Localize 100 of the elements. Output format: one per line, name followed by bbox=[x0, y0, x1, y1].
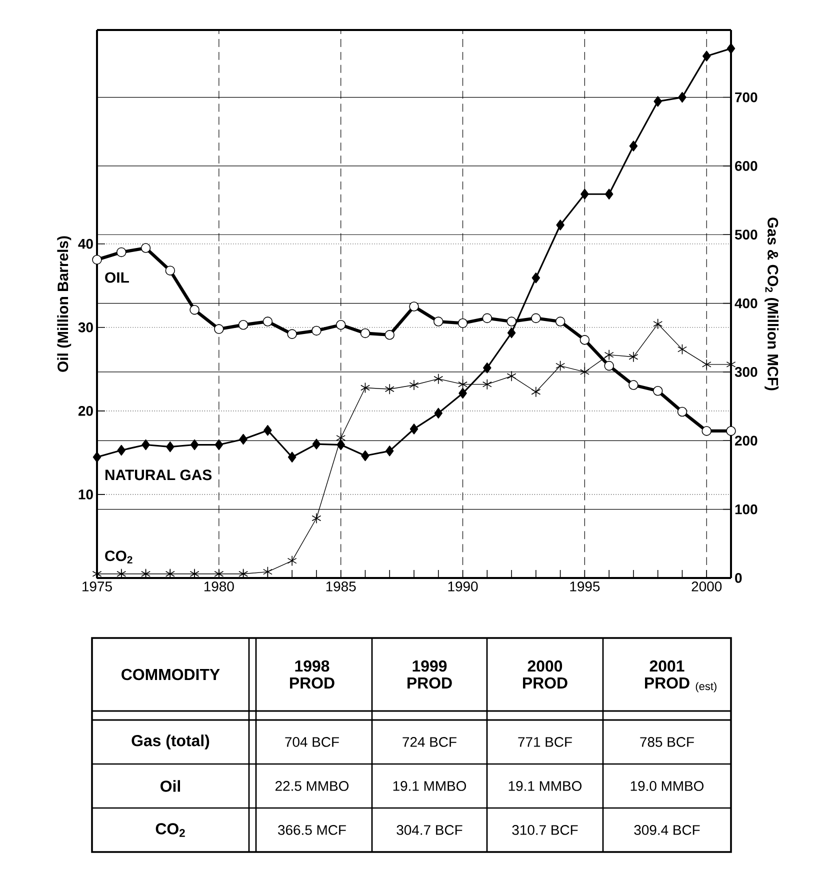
text: 366.5 MCF bbox=[278, 825, 346, 835]
point bbox=[506, 370, 516, 382]
point bbox=[580, 188, 589, 200]
point bbox=[238, 320, 248, 330]
point bbox=[166, 441, 174, 452]
x-tick-label: 1995 bbox=[570, 582, 600, 592]
point bbox=[677, 406, 688, 417]
point bbox=[361, 450, 370, 462]
point bbox=[678, 92, 686, 103]
point bbox=[312, 326, 322, 336]
point bbox=[604, 349, 614, 360]
point bbox=[165, 266, 176, 276]
text: 704 BCF bbox=[285, 737, 339, 747]
point bbox=[531, 313, 541, 324]
point bbox=[556, 360, 566, 372]
text: 1998 PROD bbox=[290, 660, 334, 689]
text: 1999 PROD bbox=[408, 660, 452, 689]
point bbox=[458, 378, 468, 390]
point bbox=[434, 373, 444, 384]
point bbox=[140, 243, 151, 253]
point bbox=[506, 316, 516, 326]
point bbox=[580, 366, 590, 378]
series-label: OIL bbox=[105, 272, 129, 283]
x-tick-label: 1975 bbox=[82, 582, 112, 592]
y-tick-label: 30 bbox=[78, 322, 93, 332]
point bbox=[239, 434, 248, 445]
point bbox=[531, 386, 541, 398]
point bbox=[385, 446, 394, 456]
point bbox=[628, 380, 638, 390]
point bbox=[384, 384, 394, 395]
x-tick-label: 2000 bbox=[692, 582, 722, 592]
point bbox=[214, 439, 224, 450]
point bbox=[482, 378, 492, 390]
text: 19.1 MMBO bbox=[393, 781, 466, 791]
text: 2001 PROD bbox=[645, 660, 690, 689]
point bbox=[702, 426, 712, 436]
point bbox=[336, 439, 345, 450]
point bbox=[726, 43, 736, 54]
point bbox=[262, 316, 273, 326]
text: CO$_{2}$ bbox=[156, 823, 185, 837]
point bbox=[409, 302, 419, 312]
text: Oil bbox=[160, 780, 180, 792]
point bbox=[287, 555, 297, 566]
point bbox=[604, 188, 614, 200]
point bbox=[262, 566, 272, 578]
point bbox=[384, 330, 394, 340]
point bbox=[678, 344, 687, 355]
x-tick-label: 1980 bbox=[204, 582, 234, 592]
text: Gas (total) bbox=[132, 734, 210, 750]
point bbox=[116, 247, 126, 258]
point bbox=[360, 328, 370, 338]
y-tick-label: 10 bbox=[78, 490, 93, 500]
point bbox=[92, 254, 102, 265]
point bbox=[434, 408, 443, 419]
y2-tick-label: 700 bbox=[735, 92, 758, 102]
text: 771 BCF bbox=[518, 737, 572, 747]
point bbox=[702, 50, 711, 62]
point bbox=[629, 140, 638, 152]
point bbox=[312, 438, 321, 450]
text: 19.1 MMBO bbox=[508, 781, 582, 791]
text: 724 BCF bbox=[402, 737, 456, 747]
series-label: CO$_{2}$ bbox=[105, 550, 132, 564]
point bbox=[653, 318, 663, 330]
point bbox=[702, 359, 712, 370]
text: 304.7 BCF bbox=[396, 825, 462, 835]
point bbox=[726, 426, 736, 436]
point bbox=[288, 452, 296, 463]
text: 310.7 BCF bbox=[512, 825, 578, 835]
text: COMMODITY bbox=[122, 668, 220, 680]
point bbox=[190, 304, 200, 315]
y-tick-label: 40 bbox=[78, 238, 93, 249]
point bbox=[532, 272, 540, 284]
y2-tick-label: 100 bbox=[735, 504, 758, 514]
y2-tick-label: 600 bbox=[735, 161, 758, 171]
point bbox=[117, 444, 126, 456]
y2-tick-label: 300 bbox=[734, 367, 758, 377]
point bbox=[434, 316, 444, 326]
point bbox=[628, 351, 638, 362]
point bbox=[580, 335, 590, 345]
point bbox=[312, 512, 322, 524]
x-tick-label: 1990 bbox=[448, 582, 478, 592]
point bbox=[142, 439, 150, 450]
y2-tick-label: 200 bbox=[735, 436, 758, 446]
point bbox=[482, 313, 492, 324]
y2-axis-title: Gas & CO$_{2}$ (Million MCF) bbox=[764, 218, 779, 390]
point bbox=[214, 324, 224, 334]
point bbox=[287, 329, 297, 339]
y2-tick-label: 400 bbox=[734, 298, 758, 308]
y2-tick-label: 0 bbox=[735, 573, 742, 583]
point bbox=[604, 360, 614, 371]
series-label: NATURAL GAS bbox=[106, 470, 212, 480]
y-tick-label: 20 bbox=[78, 406, 93, 416]
point bbox=[410, 424, 418, 434]
point bbox=[409, 380, 419, 390]
point bbox=[556, 220, 564, 230]
y2-tick-label: 500 bbox=[734, 230, 758, 240]
point bbox=[654, 96, 662, 107]
text: (est) bbox=[696, 682, 716, 692]
point bbox=[483, 362, 492, 374]
point bbox=[336, 320, 346, 330]
